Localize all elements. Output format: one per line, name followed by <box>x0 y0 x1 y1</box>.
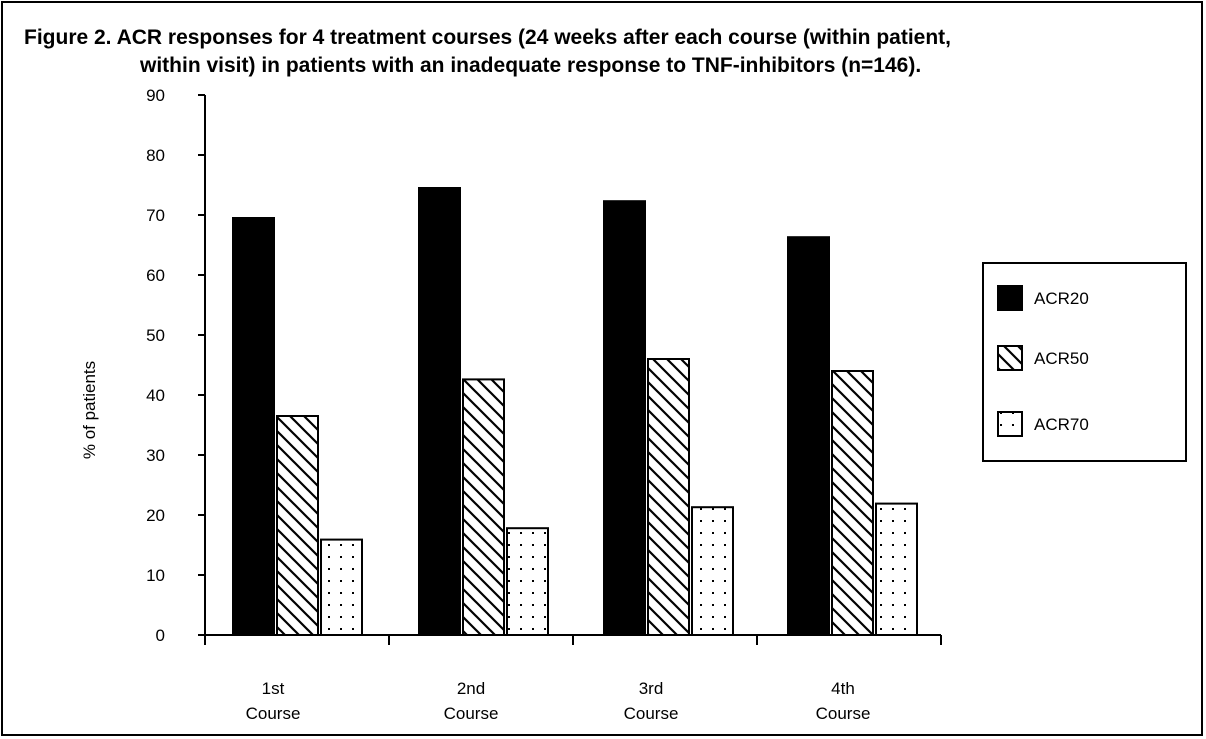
bar-acr50-3 <box>647 358 690 636</box>
legend-label-acr50: ACR50 <box>1034 349 1089 368</box>
y-tick-label: 90 <box>146 86 165 105</box>
bar-acr70-2 <box>506 527 549 637</box>
bar-acr50-1 <box>276 415 319 636</box>
bar-acr20-3 <box>603 200 646 636</box>
y-tick-label: 70 <box>146 206 165 225</box>
bar-acr70-3 <box>691 506 734 637</box>
y-axis-label: % of patients <box>80 361 99 459</box>
x-tick-label: 2nd <box>457 679 485 698</box>
x-tick-label: Course <box>624 704 679 723</box>
bar-acr20-1 <box>232 217 275 636</box>
y-tick-label: 40 <box>146 386 165 405</box>
legend-swatch-acr50 <box>997 345 1023 371</box>
legend-swatch-acr20 <box>997 285 1023 311</box>
bar-acr70-4 <box>875 502 918 636</box>
y-tick-label: 50 <box>146 326 165 345</box>
x-tick-label: Course <box>246 704 301 723</box>
axes: 0 10 20 30 40 50 60 70 80 90 % of patients 1st Cours… <box>80 86 942 723</box>
x-tick-label: 4th <box>831 679 855 698</box>
x-tick-label: Course <box>816 704 871 723</box>
bar-acr70-1 <box>320 538 363 636</box>
legend-label-acr20: ACR20 <box>1034 289 1089 308</box>
x-tick-label: 3rd <box>639 679 664 698</box>
y-tick-label: 10 <box>146 566 165 585</box>
chart-title-line-2: within visit) in patients with an inadeq… <box>140 54 922 77</box>
bars <box>232 187 918 637</box>
legend-swatch-acr70 <box>997 411 1023 437</box>
x-tick-label: 1st <box>262 679 285 698</box>
chart-title-line-1: Figure 2. ACR responses for 4 treatment … <box>24 26 952 49</box>
x-tick-label: Course <box>444 704 499 723</box>
bar-acr20-4 <box>787 236 830 636</box>
y-tick-label: 60 <box>146 266 165 285</box>
legend: ACR20 ACR50 ACR70 <box>982 262 1187 462</box>
bar-acr50-2 <box>462 378 505 636</box>
chart-title: Figure 2. ACR responses for 4 treatment … <box>0 24 1206 80</box>
y-tick-label: 20 <box>146 506 165 525</box>
y-tick-label: 0 <box>156 626 165 645</box>
bar-acr50-4 <box>831 370 874 636</box>
bar-acr20-2 <box>418 187 461 636</box>
y-tick-label: 80 <box>146 146 165 165</box>
legend-label-acr70: ACR70 <box>1034 415 1089 434</box>
y-tick-label: 30 <box>146 446 165 465</box>
